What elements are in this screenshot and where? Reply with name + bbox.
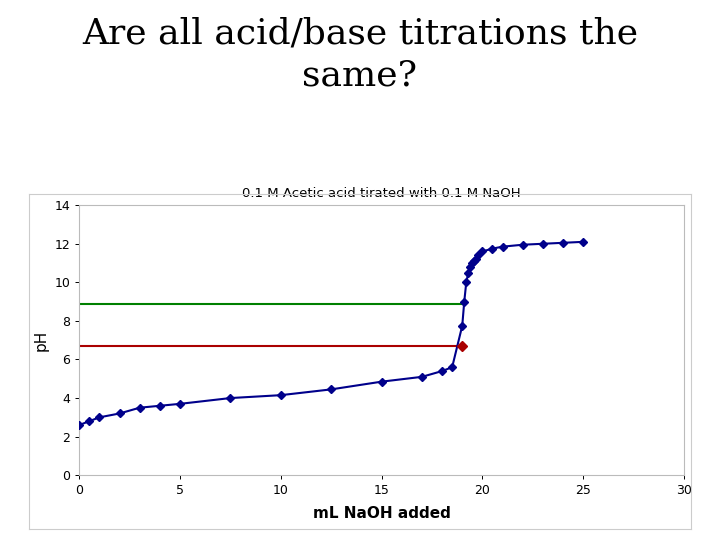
Text: Are all acid/base titrations the
same?: Are all acid/base titrations the same? [82,16,638,92]
Title: 0.1 M Acetic acid tirated with 0.1 M NaOH: 0.1 M Acetic acid tirated with 0.1 M NaO… [243,187,521,200]
Y-axis label: pH: pH [34,329,49,351]
X-axis label: mL NaOH added: mL NaOH added [312,505,451,521]
